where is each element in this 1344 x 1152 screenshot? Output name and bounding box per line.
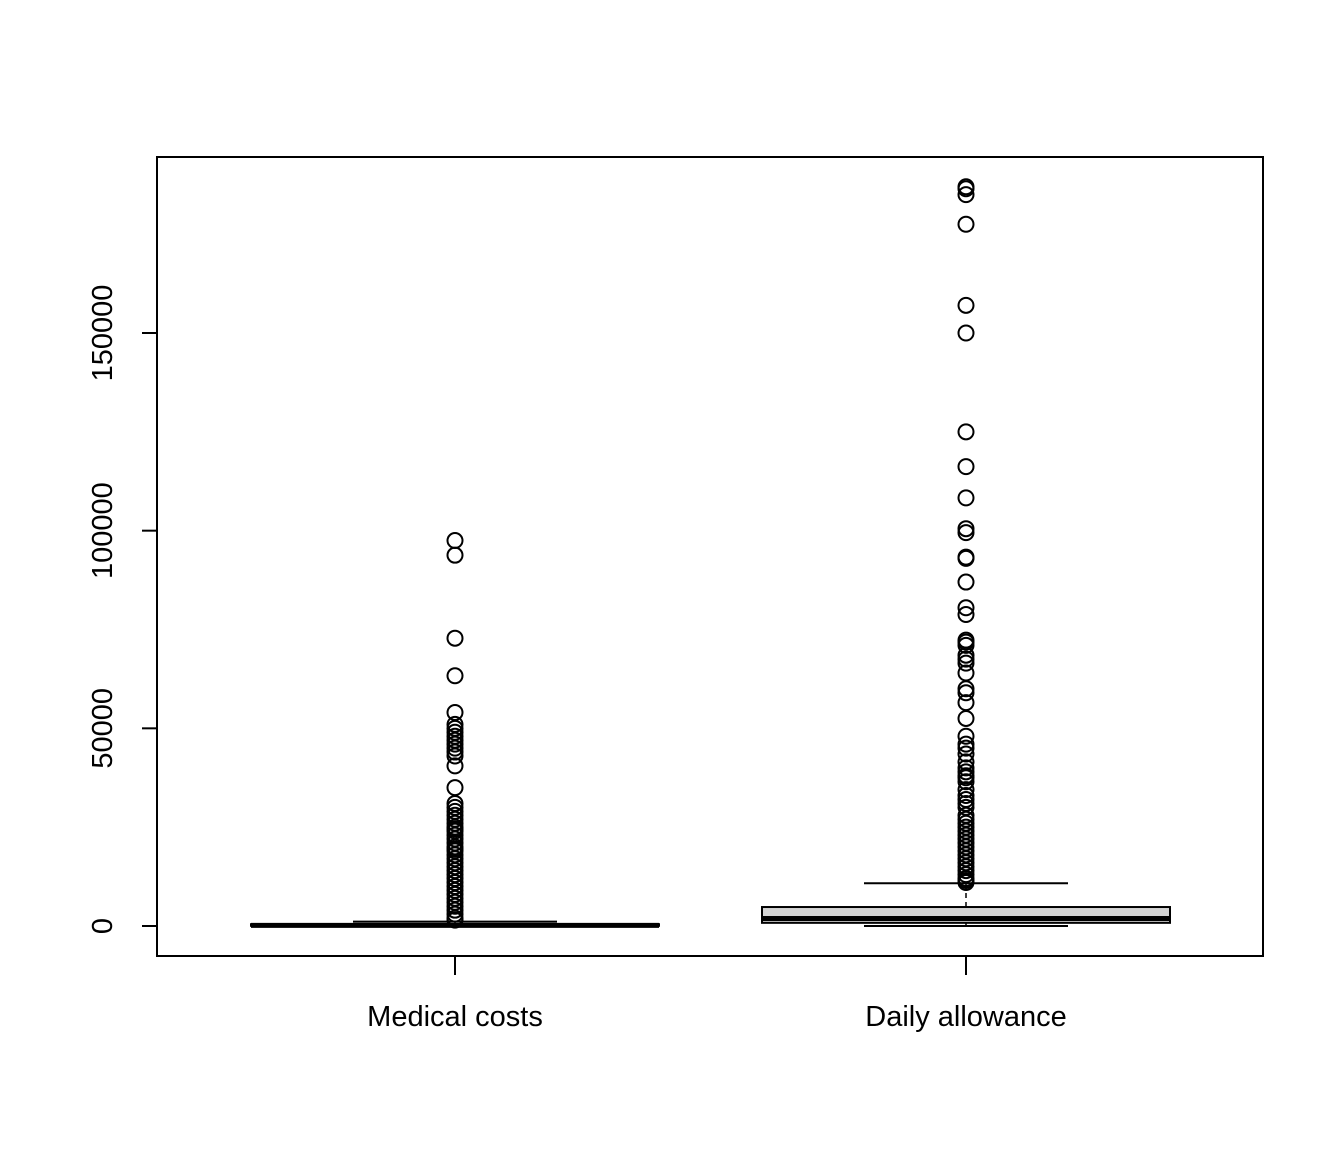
outlier-point <box>957 773 975 791</box>
outlier-point <box>957 524 975 542</box>
outlier-point <box>446 747 464 765</box>
x-axis: Medical costs Daily allowance <box>367 956 1067 1033</box>
y-tick-label: 50000 <box>87 688 119 769</box>
outlier-point <box>957 739 975 757</box>
outlier-point <box>957 684 975 702</box>
boxes <box>250 178 1171 929</box>
outlier-point <box>957 605 975 623</box>
y-tick-label: 100000 <box>87 482 119 579</box>
outlier-point <box>446 546 464 564</box>
outlier-point <box>446 629 464 647</box>
outlier-point <box>957 664 975 682</box>
plot-frame <box>156 156 1264 957</box>
outlier-point <box>957 180 975 198</box>
outlier-point <box>957 549 975 567</box>
outlier-point <box>446 532 464 550</box>
outlier-point <box>957 874 975 892</box>
outlier-point <box>446 911 464 929</box>
outlier-point <box>957 573 975 591</box>
outlier-point <box>957 781 975 799</box>
outlier-point <box>957 636 975 654</box>
outlier-point <box>957 694 975 712</box>
outlier-point <box>446 757 464 775</box>
y-tick-label: 150000 <box>87 285 119 382</box>
outlier-point <box>957 324 975 342</box>
outlier-point <box>957 745 975 763</box>
outlier-point <box>957 709 975 727</box>
box-group <box>761 178 1171 927</box>
outlier-point <box>957 458 975 476</box>
outlier-point <box>957 654 975 672</box>
box-group <box>250 532 660 929</box>
outlier-point <box>446 667 464 685</box>
outlier-point <box>957 215 975 233</box>
outlier-point <box>957 727 975 745</box>
outlier-point <box>957 296 975 314</box>
outlier-point <box>957 186 975 204</box>
outlier-point <box>446 779 464 797</box>
x-tick-label: Daily allowance <box>865 1001 1067 1033</box>
outlier-point <box>957 599 975 617</box>
outlier-point <box>957 489 975 507</box>
y-axis: 0 50000 100000 150000 <box>87 285 158 934</box>
x-tick-label: Medical costs <box>367 1001 543 1033</box>
y-tick-label: 0 <box>87 918 119 934</box>
outlier-point <box>957 423 975 441</box>
